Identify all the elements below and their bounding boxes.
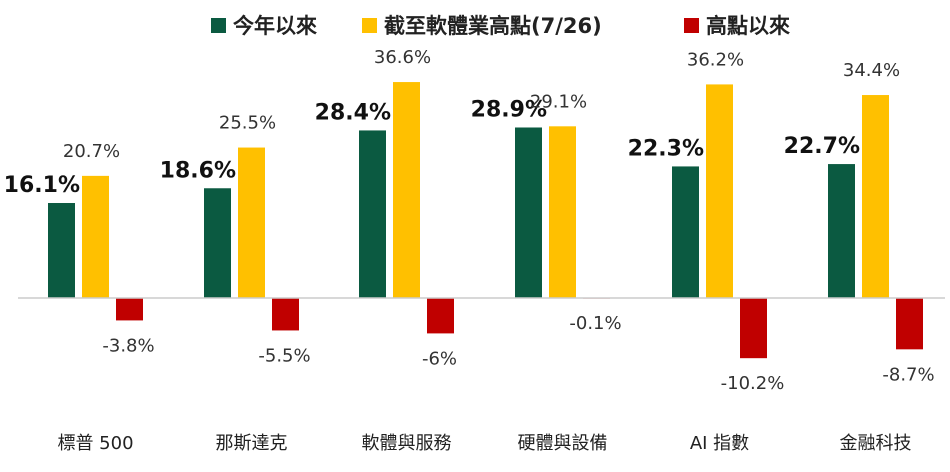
data-label-2-1: 20.7% xyxy=(63,141,120,162)
bar-2-3 xyxy=(393,82,420,298)
bar-2-6 xyxy=(862,95,889,298)
bar-3-2 xyxy=(272,298,299,331)
bar-1-1 xyxy=(48,203,75,298)
bar-2-4 xyxy=(549,126,576,298)
bar-1-5 xyxy=(672,166,699,298)
bar-3-5 xyxy=(740,298,767,359)
data-label-3-6: -8.7% xyxy=(882,364,934,385)
bar-3-1 xyxy=(116,298,143,321)
data-label-3-4: -0.1% xyxy=(569,313,621,334)
data-label-2-4: 29.1% xyxy=(530,91,587,112)
data-label-2-6: 34.4% xyxy=(843,60,900,81)
bar-1-6 xyxy=(828,164,855,298)
bar-2-5 xyxy=(706,84,733,298)
data-label-1-2: 18.6% xyxy=(160,158,236,183)
legend-swatch-2 xyxy=(362,18,377,33)
bar-1-3 xyxy=(359,130,386,298)
category-label-1: 標普 500 xyxy=(57,433,133,454)
category-label-2: 那斯達克 xyxy=(216,433,288,454)
legend-swatch-3 xyxy=(684,18,699,33)
bar-3-3 xyxy=(427,298,454,334)
bar-1-2 xyxy=(204,188,231,298)
data-label-1-5: 22.3% xyxy=(628,136,704,161)
bar-2-2 xyxy=(238,147,265,298)
data-label-3-3: -6% xyxy=(422,348,457,369)
legend-label-1: 今年以來 xyxy=(233,14,317,38)
legend-swatch-1 xyxy=(211,18,226,33)
category-label-4: 硬體與設備 xyxy=(518,433,608,454)
data-label-3-5: -10.2% xyxy=(721,373,785,394)
category-label-3: 軟體與服務 xyxy=(362,433,452,454)
legend-label-2: 截至軟體業高點(7/26) xyxy=(384,14,602,38)
data-label-1-4: 28.9% xyxy=(471,97,547,122)
data-label-1-6: 22.7% xyxy=(784,134,860,159)
data-label-3-2: -5.5% xyxy=(258,345,310,366)
legend-label-3: 高點以來 xyxy=(706,14,790,38)
data-label-1-3: 28.4% xyxy=(315,100,391,125)
bar-3-6 xyxy=(896,298,923,350)
category-label-5: AI 指數 xyxy=(690,433,749,454)
data-label-2-5: 36.2% xyxy=(687,49,744,70)
data-label-3-1: -3.8% xyxy=(102,335,154,356)
data-label-2-3: 36.6% xyxy=(374,47,431,68)
data-label-2-2: 25.5% xyxy=(219,113,276,134)
bar-1-4 xyxy=(515,127,542,299)
data-label-1-1: 16.1% xyxy=(4,173,80,198)
bar-2-1 xyxy=(82,175,109,298)
category-label-6: 金融科技 xyxy=(840,433,912,454)
